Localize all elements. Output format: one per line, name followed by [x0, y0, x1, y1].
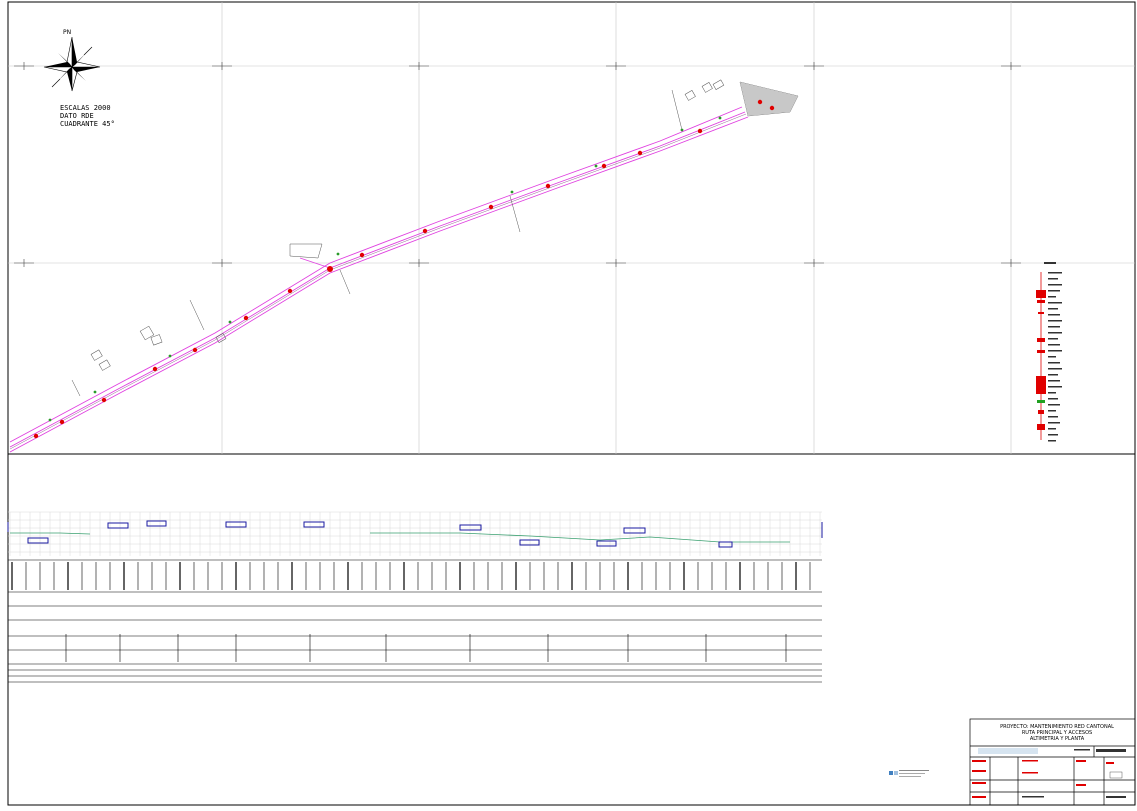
company-logo [889, 770, 929, 777]
intersection-area [740, 82, 798, 116]
sheet-title: ALTIMETRIA Y PLANTA [1029, 736, 1085, 742]
note-line: CUADRANTE 45° [60, 120, 115, 128]
title-block-heading: PROYECTO: MANTENIMIENTO RED CANTONAL RUT… [982, 724, 1132, 742]
title-block-text-marks [1022, 749, 1126, 798]
road-centerline [9, 113, 747, 450]
profile-grid [8, 511, 822, 556]
side-parcels [71, 79, 799, 397]
project-title: PROYECTO: MANTENIMIENTO RED CANTONAL [1000, 724, 1114, 730]
project-subtitle: RUTA PRINCIPAL Y ACCESOS [1021, 730, 1093, 736]
north-label: PN [63, 29, 72, 36]
note-line: ESCALAS 2000 [60, 104, 111, 112]
road-markers [33, 99, 775, 439]
note-line: DATO RDE [60, 112, 94, 120]
profile-labels [7, 520, 823, 548]
title-block-band [978, 748, 1038, 754]
branch-road [299, 257, 331, 269]
scale-notes: ESCALAS 2000 DATO RDE CUADRANTE 45° [60, 104, 115, 128]
legend [1036, 262, 1062, 442]
compass-rose-icon [43, 36, 101, 92]
vegetation-markers [48, 116, 722, 422]
plan-grid [8, 2, 1135, 454]
title-block-marks [972, 760, 1114, 798]
title-block [969, 718, 1136, 806]
sheet-frame [7, 1, 1136, 806]
road-alignment [9, 106, 749, 453]
grid-crosses [14, 62, 1021, 267]
profile-data-rows [8, 559, 822, 683]
